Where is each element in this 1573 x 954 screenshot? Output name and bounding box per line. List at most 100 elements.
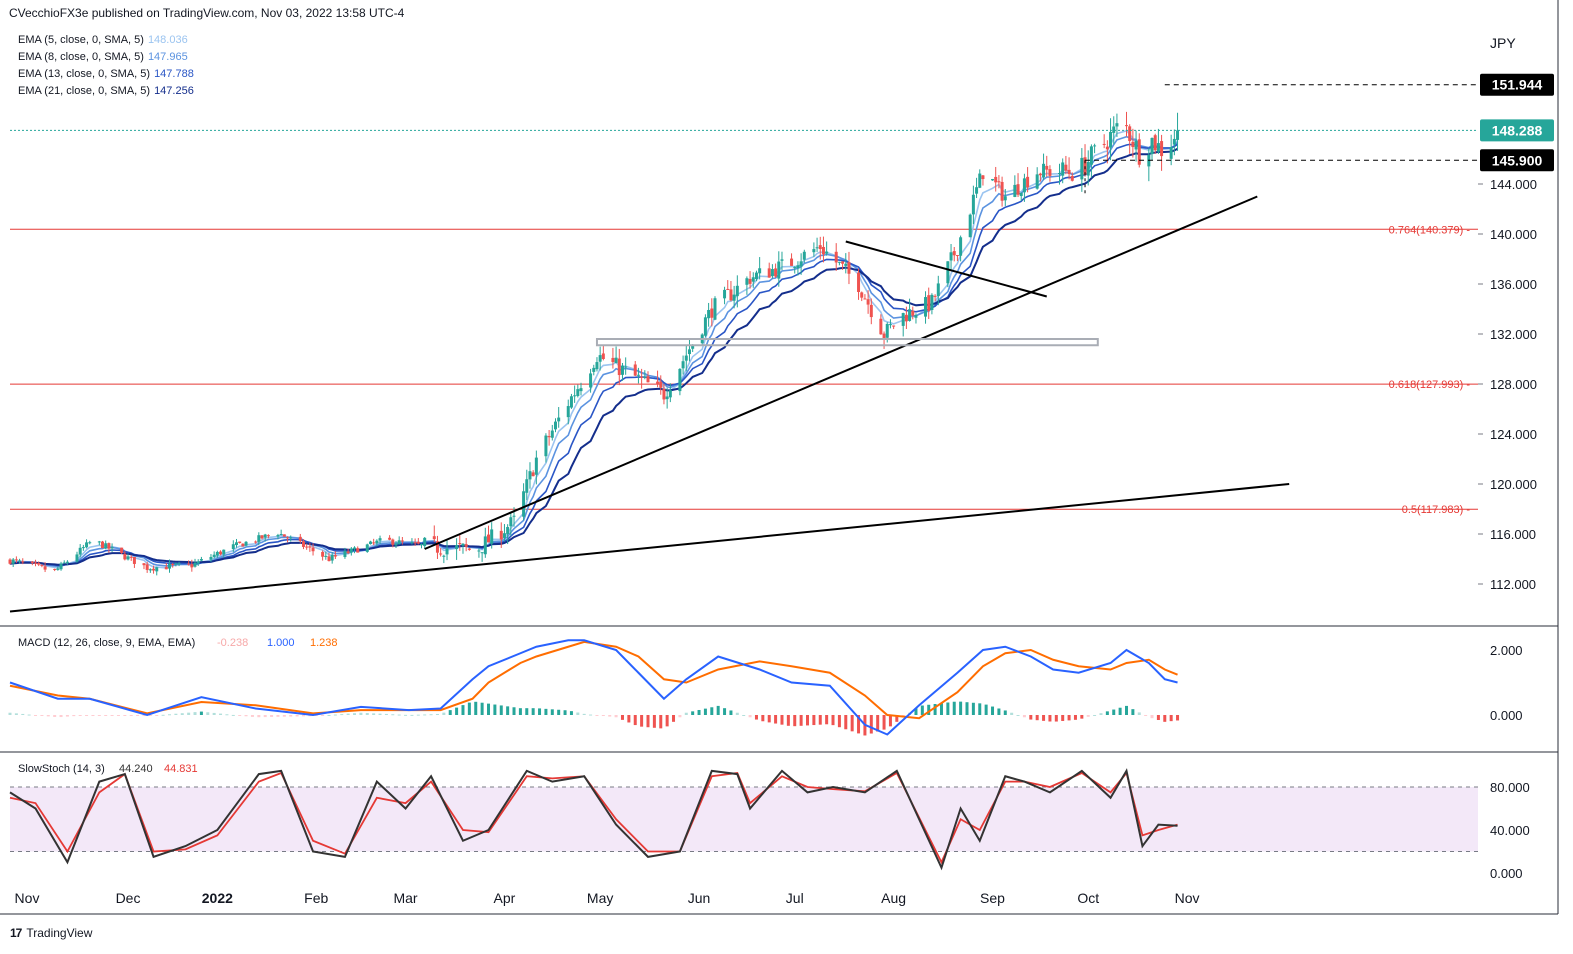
candle-body bbox=[955, 255, 959, 257]
candle-body bbox=[860, 292, 864, 298]
macd-histogram-bar bbox=[416, 714, 420, 716]
candle-body bbox=[432, 536, 436, 540]
candle-body bbox=[713, 298, 717, 320]
macd-histogram-bar bbox=[506, 706, 510, 715]
candle-body bbox=[569, 396, 573, 408]
macd-histogram-bar bbox=[333, 714, 337, 716]
candle-body bbox=[620, 365, 624, 375]
candle-body bbox=[745, 278, 749, 285]
macd-histogram-bar bbox=[72, 715, 76, 717]
candle-body bbox=[289, 537, 293, 539]
macd-histogram-bar bbox=[831, 715, 835, 726]
candle-body bbox=[330, 554, 334, 561]
candle-body bbox=[356, 548, 360, 553]
macd-histogram-bar bbox=[282, 715, 286, 717]
macd-histogram-bar bbox=[646, 715, 650, 728]
support-price-label: 145.900 bbox=[1492, 152, 1543, 168]
candle-body bbox=[298, 536, 302, 541]
candle-body bbox=[959, 237, 963, 256]
candle-body bbox=[681, 361, 685, 369]
candle-body bbox=[908, 309, 912, 321]
candle-body bbox=[812, 249, 816, 253]
candle-body bbox=[439, 553, 443, 555]
ema-legend-label: EMA (13, close, 0, SMA, 5) bbox=[18, 68, 151, 80]
stoch-y-tick-label: 40.000 bbox=[1490, 823, 1530, 838]
candle-body bbox=[1125, 125, 1128, 127]
macd-histogram-bar bbox=[493, 704, 497, 715]
macd-histogram-bar bbox=[888, 715, 892, 727]
macd-histogram-bar bbox=[837, 715, 841, 728]
candle-body bbox=[531, 472, 535, 477]
macd-histogram-bar bbox=[8, 712, 12, 715]
candle-body bbox=[1150, 137, 1154, 155]
candle-body bbox=[145, 564, 149, 570]
candle-body bbox=[85, 542, 89, 548]
candle-body bbox=[241, 543, 245, 547]
macd-histogram-bar bbox=[59, 715, 63, 718]
candle-body bbox=[927, 295, 931, 311]
y-tick-label: 136.000 bbox=[1490, 277, 1537, 292]
candle-body bbox=[499, 530, 503, 540]
macd-histogram-bar bbox=[65, 715, 69, 717]
macd-histogram-bar bbox=[997, 708, 1001, 715]
candle-body bbox=[774, 268, 778, 277]
candle-body bbox=[1105, 146, 1109, 150]
macd-histogram-bar bbox=[672, 715, 676, 722]
candle-body bbox=[857, 272, 861, 293]
fib-level-label: 0.764(140.379) - bbox=[1389, 224, 1471, 236]
candle-body bbox=[101, 541, 105, 549]
macd-histogram-bar bbox=[78, 715, 82, 716]
candle-body bbox=[723, 289, 727, 299]
candle-body bbox=[174, 563, 178, 565]
macd-histogram-bar bbox=[53, 715, 57, 717]
candle-body bbox=[544, 435, 548, 457]
macd-histogram-bar bbox=[174, 713, 178, 715]
candle-body bbox=[104, 543, 108, 549]
macd-histogram-bar bbox=[786, 715, 790, 726]
candle-body bbox=[863, 298, 867, 300]
candle-body bbox=[266, 535, 270, 537]
macd-histogram-bar bbox=[1144, 715, 1148, 716]
candle-body bbox=[234, 542, 238, 546]
macd-histogram-bar bbox=[716, 705, 720, 715]
candle-body bbox=[790, 258, 794, 266]
candle-body bbox=[566, 406, 570, 418]
trendline-2 bbox=[424, 195, 1258, 550]
candle-body bbox=[324, 555, 328, 557]
candle-body bbox=[1176, 130, 1180, 140]
macd-histogram-bar bbox=[1086, 715, 1090, 717]
candle-body bbox=[129, 556, 133, 558]
macd-signal-line bbox=[9, 640, 1178, 720]
macd-histogram-bar bbox=[199, 711, 203, 715]
candle-body bbox=[148, 569, 152, 571]
candle-body bbox=[821, 246, 825, 255]
macd-histogram-bar bbox=[640, 715, 644, 727]
macd-histogram-bar bbox=[569, 711, 573, 715]
macd-histogram-bar bbox=[1131, 709, 1135, 715]
macd-histogram-bar bbox=[391, 714, 395, 716]
candle-body bbox=[841, 261, 845, 264]
candle-body bbox=[1169, 147, 1173, 159]
candle-body bbox=[971, 194, 975, 215]
candle-body bbox=[222, 549, 226, 555]
candle-body bbox=[413, 542, 417, 544]
candle-body bbox=[1045, 165, 1049, 170]
candle-body bbox=[458, 543, 462, 545]
ema-legend-label: EMA (21, close, 0, SMA, 5) bbox=[18, 85, 151, 97]
macd-histogram-bar bbox=[1010, 712, 1014, 715]
ema-legend-row: EMA (8, close, 0, SMA, 5) 147.965 bbox=[18, 51, 188, 63]
candle-body bbox=[231, 544, 235, 549]
candle-body bbox=[656, 381, 660, 384]
candle-body bbox=[126, 556, 130, 560]
candle-body bbox=[455, 545, 459, 550]
candle-body bbox=[219, 551, 223, 555]
candle-body bbox=[81, 547, 85, 549]
candle-body bbox=[997, 181, 1001, 183]
candle-body bbox=[601, 353, 605, 359]
macd-histogram-bar bbox=[435, 713, 439, 715]
macd-histogram-bar bbox=[812, 715, 816, 726]
macd-histogram-bar bbox=[844, 715, 848, 730]
candle-body bbox=[589, 373, 593, 388]
candle-body bbox=[43, 566, 47, 570]
